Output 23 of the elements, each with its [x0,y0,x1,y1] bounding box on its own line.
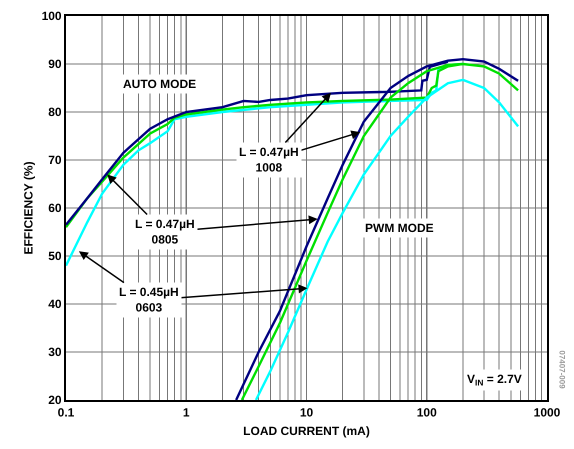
x-axis-title: LOAD CURRENT (mA) [243,424,370,438]
y-tick-label: 40 [48,297,62,312]
y-tick-label: 70 [48,153,62,168]
y-axis-title: EFFICIENCY (%) [21,161,36,255]
x-tick-label: 1000 [534,405,561,420]
annotation: L = 0.47µH 0805 [135,217,195,247]
x-tick-label: 100 [416,405,438,420]
annotation: PWM MODE [365,221,434,235]
x-tick-label: 0.1 [58,405,75,420]
y-tick-label: 60 [48,201,62,216]
y-tick-label: 50 [48,249,62,264]
text: 07407-009 [557,350,566,390]
x-tick-label: 1 [182,405,190,420]
annotation: L = 0.47µH 1008 [239,145,299,175]
y-tick-label: 20 [48,393,62,408]
y-tick-label: 80 [48,105,62,120]
annotation: L = 0.45µH 0603 [119,285,179,315]
y-tick-label: 100 [42,9,62,24]
annotation: AUTO MODE [123,77,196,91]
x-tick-label: 10 [300,405,314,420]
y-tick-label: 90 [48,57,62,72]
y-tick-label: 30 [48,345,62,360]
annotation: V$_{IN}$ = 2.7V [467,372,522,388]
